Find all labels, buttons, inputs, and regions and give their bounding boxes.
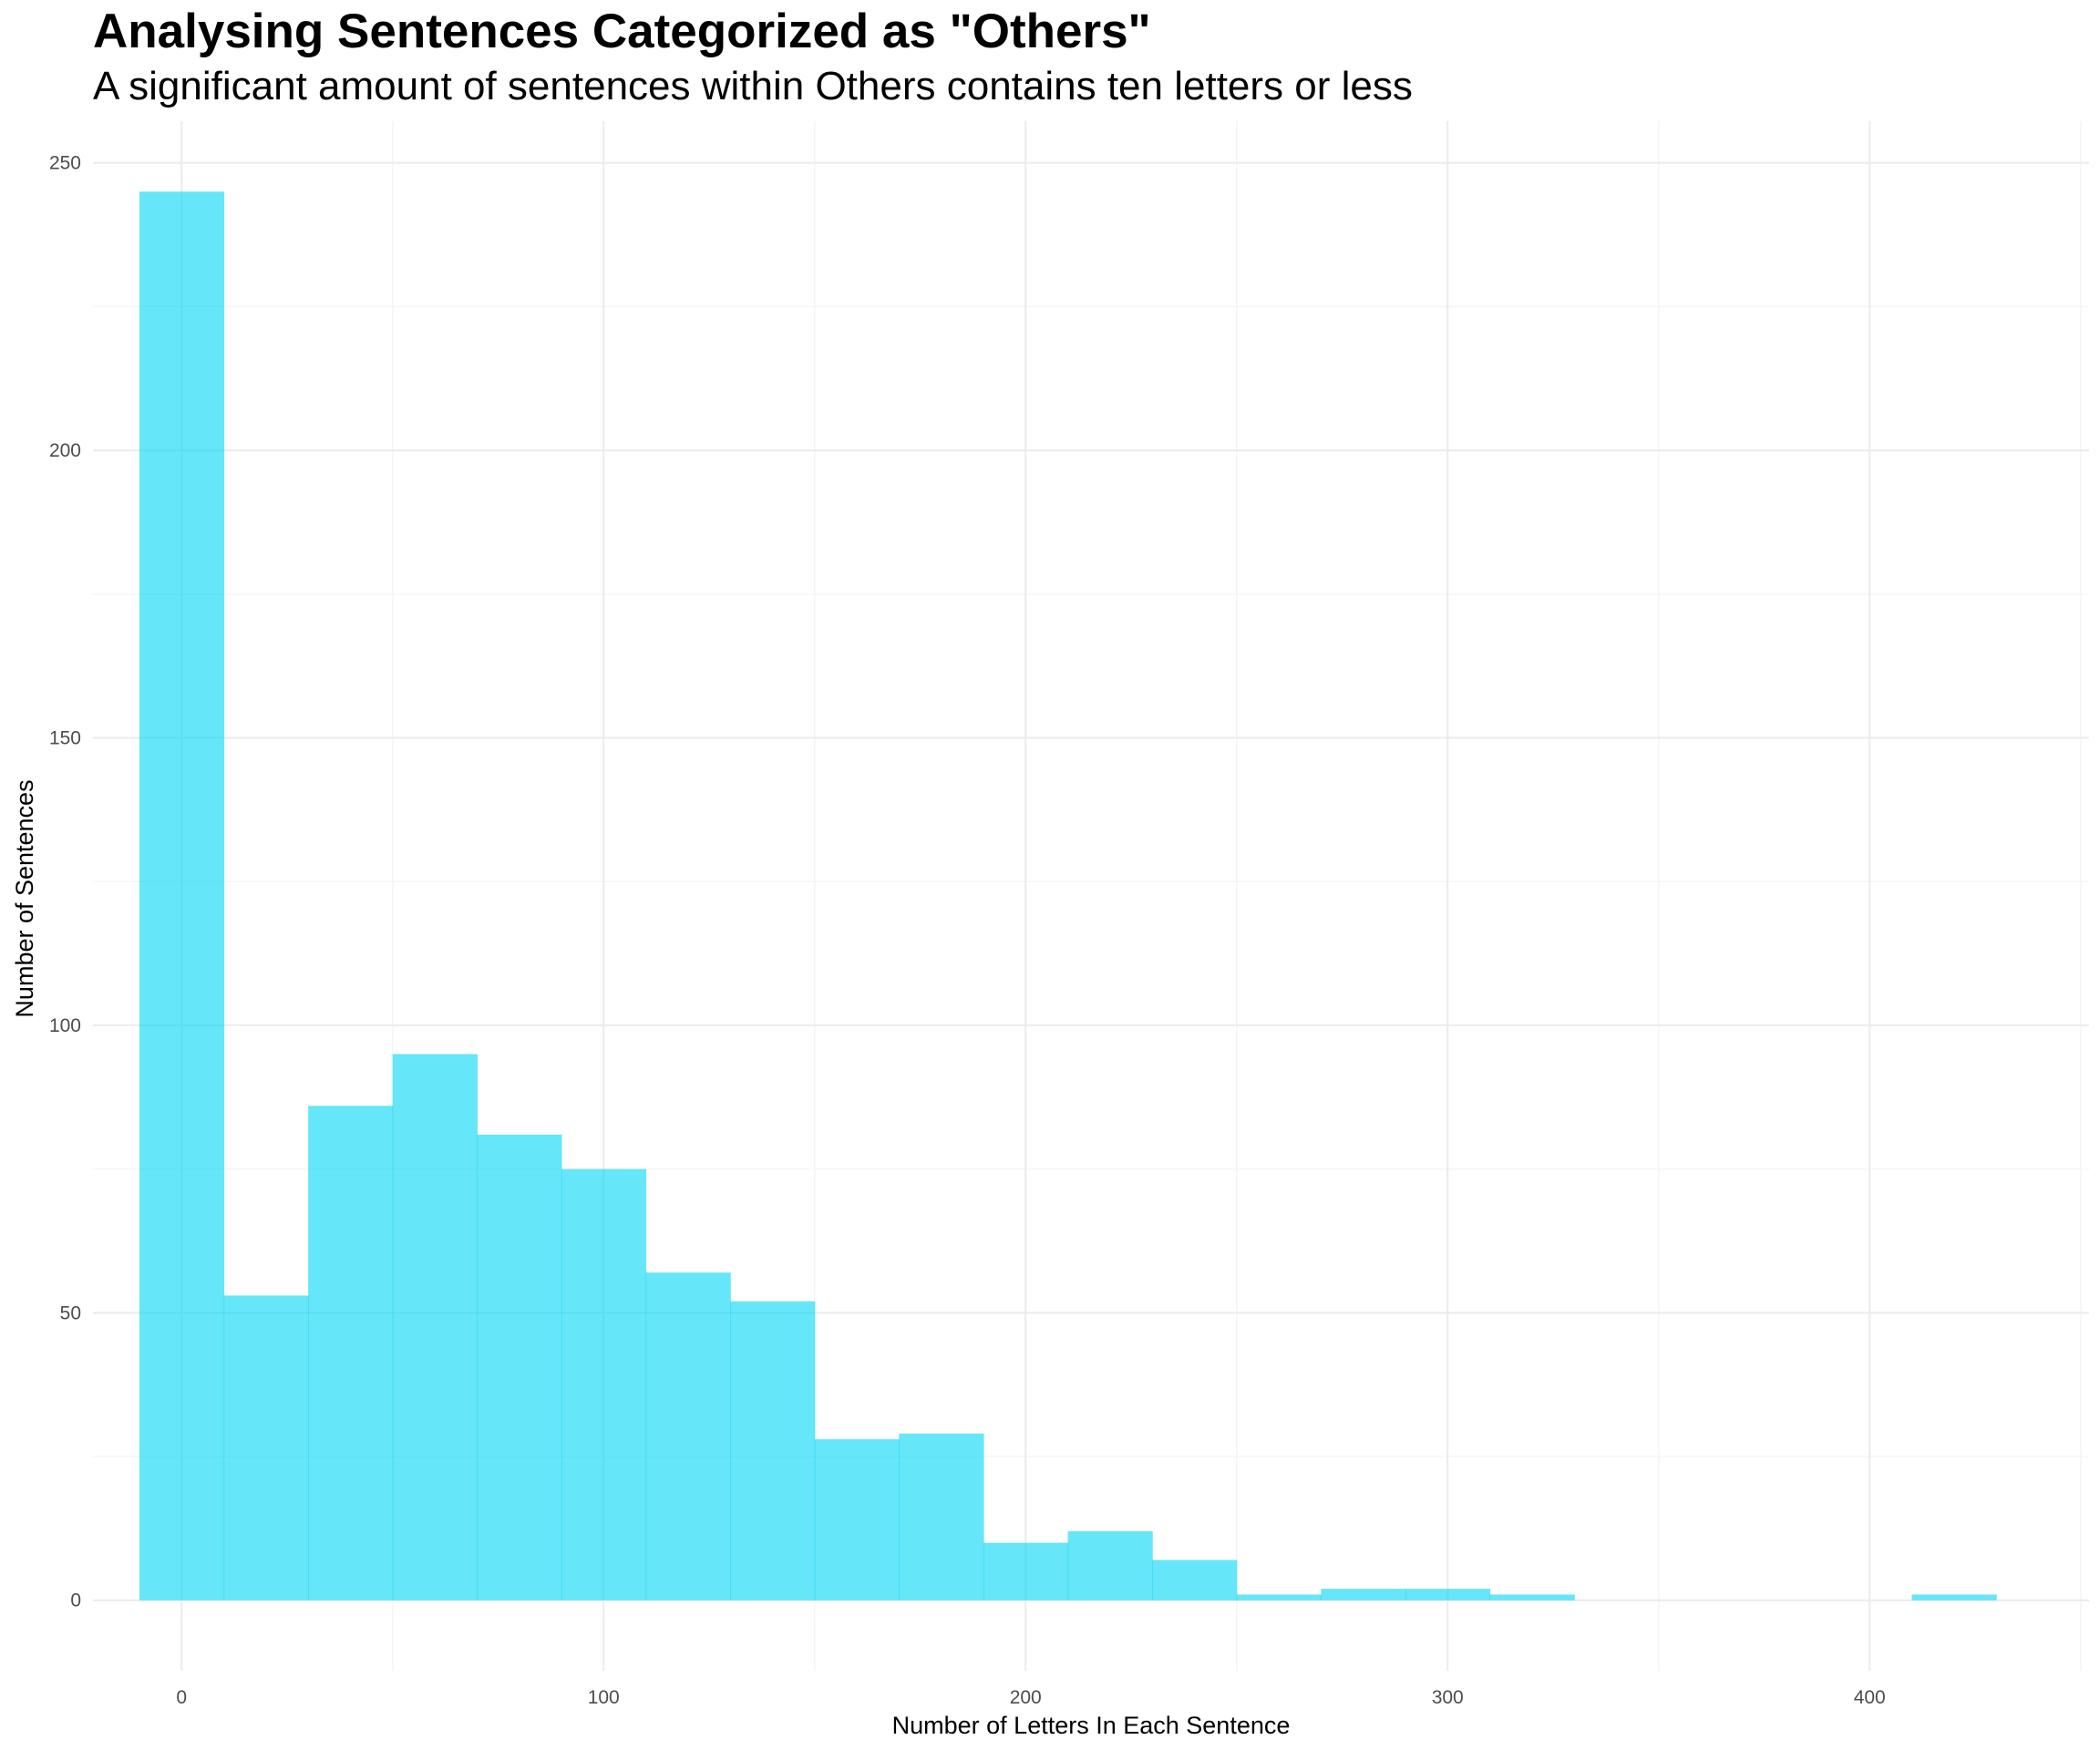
histogram-bar bbox=[1489, 1594, 1575, 1601]
histogram-bar bbox=[477, 1134, 562, 1601]
histogram-bar bbox=[1067, 1531, 1153, 1601]
histogram-bar bbox=[645, 1272, 731, 1601]
y-tick-label: 200 bbox=[49, 440, 81, 461]
histogram-bar bbox=[223, 1295, 309, 1601]
histogram-bar bbox=[983, 1542, 1069, 1601]
y-tick-label: 100 bbox=[49, 1015, 81, 1036]
histogram-bar bbox=[1321, 1589, 1406, 1601]
x-axis-title: Number of Letters In Each Sentence bbox=[892, 1712, 1291, 1739]
histogram-bar bbox=[139, 191, 225, 1601]
histogram-bar bbox=[1236, 1594, 1322, 1601]
y-axis-title: Number of Sentences bbox=[11, 779, 38, 1017]
histogram-bar bbox=[1911, 1594, 1997, 1601]
y-axis-ticks: 0 50 100 150 200 250 bbox=[49, 153, 81, 1611]
histogram-bar bbox=[392, 1054, 478, 1601]
x-tick-label: 400 bbox=[1854, 1687, 1886, 1708]
y-tick-label: 0 bbox=[70, 1590, 81, 1611]
histogram-bar bbox=[899, 1433, 984, 1601]
y-tick-label: 150 bbox=[49, 728, 81, 749]
histogram-bar bbox=[561, 1168, 647, 1601]
x-axis-ticks: 0 100 200 300 400 bbox=[176, 1687, 1885, 1708]
histogram-bar bbox=[814, 1439, 900, 1601]
histogram-bars bbox=[139, 191, 1997, 1601]
histogram-bar bbox=[308, 1106, 394, 1601]
histogram-bar bbox=[1405, 1589, 1491, 1601]
x-tick-label: 300 bbox=[1432, 1687, 1464, 1708]
x-tick-label: 100 bbox=[588, 1687, 620, 1708]
chart-title: Analysing Sentences Categorized as "Othe… bbox=[93, 5, 1151, 58]
x-tick-label: 0 bbox=[176, 1687, 187, 1708]
histogram-bar bbox=[1152, 1560, 1238, 1601]
histogram-bar bbox=[730, 1301, 816, 1601]
y-tick-label: 250 bbox=[49, 153, 81, 174]
y-tick-label: 50 bbox=[60, 1302, 81, 1323]
x-tick-label: 200 bbox=[1010, 1687, 1042, 1708]
chart-subtitle: A significant amount of sentences within… bbox=[93, 64, 1413, 108]
